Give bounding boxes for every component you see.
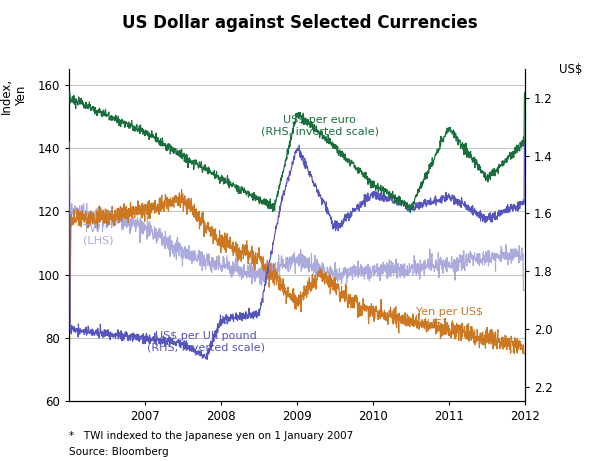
Text: US Dollar against Selected Currencies: US Dollar against Selected Currencies <box>122 14 478 32</box>
Text: Source: Bloomberg: Source: Bloomberg <box>69 447 169 457</box>
Text: *   TWI indexed to the Japanese yen on 1 January 2007: * TWI indexed to the Japanese yen on 1 J… <box>69 431 353 441</box>
Y-axis label: Index,
Yen: Index, Yen <box>0 77 28 114</box>
Y-axis label: US$: US$ <box>559 63 582 76</box>
Text: Yen per US$
(LHS): Yen per US$ (LHS) <box>416 307 482 329</box>
Text: US$ per UK pound
(RHS, inverted scale): US$ per UK pound (RHS, inverted scale) <box>147 331 265 352</box>
Text: US$ per euro
(RHS, inverted scale): US$ per euro (RHS, inverted scale) <box>261 115 379 136</box>
Text: TWI*
(LHS): TWI* (LHS) <box>83 225 113 246</box>
